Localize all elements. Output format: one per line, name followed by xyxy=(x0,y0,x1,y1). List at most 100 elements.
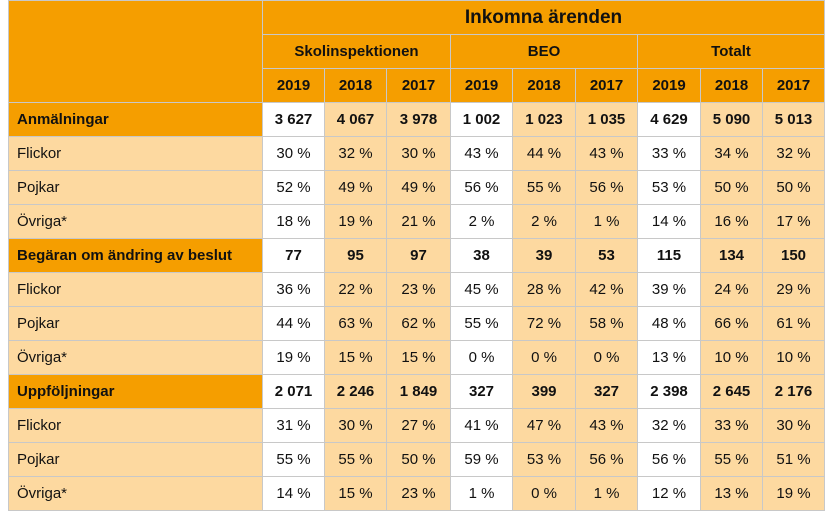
value-cell: 53 % xyxy=(512,442,576,477)
value-cell: 18 % xyxy=(262,204,325,239)
value-cell: 4 067 xyxy=(324,102,387,137)
value-cell: 19 % xyxy=(324,204,387,239)
value-cell: 56 % xyxy=(637,442,701,477)
value-cell: 55 % xyxy=(262,442,325,477)
year-header: 2019 xyxy=(637,68,701,103)
group-header-totalt: Totalt xyxy=(637,34,825,69)
value-cell: 52 % xyxy=(262,170,325,205)
group-header-beo: BEO xyxy=(450,34,638,69)
row-label: Begäran om ändring av beslut xyxy=(8,238,263,273)
value-cell: 42 % xyxy=(575,272,638,307)
value-cell: 2 398 xyxy=(637,374,701,409)
value-cell: 3 978 xyxy=(386,102,451,137)
value-cell: 50 % xyxy=(386,442,451,477)
value-cell: 15 % xyxy=(386,340,451,375)
value-cell: 13 % xyxy=(637,340,701,375)
table-row: Pojkar 55 % 55 % 50 % 59 % 53 % 56 % 56 % 55 % 51… xyxy=(8,442,825,477)
value-cell: 0 % xyxy=(450,340,513,375)
value-cell: 61 % xyxy=(762,306,825,341)
value-cell: 47 % xyxy=(512,408,576,443)
table-row: Pojkar 44 % 63 % 62 % 55 % 72 % 58 % 48 % 66 % 61… xyxy=(8,306,825,341)
value-cell: 2 % xyxy=(450,204,513,239)
corner-cell xyxy=(8,0,263,103)
value-cell: 115 xyxy=(637,238,701,273)
value-cell: 32 % xyxy=(762,136,825,171)
value-cell: 66 % xyxy=(700,306,763,341)
section-row: Begäran om ändring av beslut 77 95 97 38 39 53… xyxy=(8,238,825,273)
value-cell: 49 % xyxy=(386,170,451,205)
value-cell: 50 % xyxy=(762,170,825,205)
value-cell: 2 071 xyxy=(262,374,325,409)
value-cell: 43 % xyxy=(575,408,638,443)
value-cell: 13 % xyxy=(700,476,763,511)
value-cell: 15 % xyxy=(324,476,387,511)
value-cell: 27 % xyxy=(386,408,451,443)
value-cell: 32 % xyxy=(637,408,701,443)
table-row: Övriga* 19 % 15 % 15 % 0 % 0 % 0 % 13 % 10 % 10 % xyxy=(8,340,825,375)
row-label: Övriga* xyxy=(8,476,263,511)
row-label: Pojkar xyxy=(8,170,263,205)
value-cell: 30 % xyxy=(386,136,451,171)
row-label: Pojkar xyxy=(8,442,263,477)
value-cell: 1 849 xyxy=(386,374,451,409)
value-cell: 0 % xyxy=(575,340,638,375)
value-cell: 15 % xyxy=(324,340,387,375)
value-cell: 10 % xyxy=(700,340,763,375)
value-cell: 56 % xyxy=(575,442,638,477)
value-cell: 53 xyxy=(575,238,638,273)
value-cell: 134 xyxy=(700,238,763,273)
value-cell: 4 629 xyxy=(637,102,701,137)
value-cell: 43 % xyxy=(575,136,638,171)
year-header: 2018 xyxy=(700,68,763,103)
year-header: 2018 xyxy=(512,68,576,103)
value-cell: 1 023 xyxy=(512,102,576,137)
value-cell: 30 % xyxy=(324,408,387,443)
value-cell: 51 % xyxy=(762,442,825,477)
value-cell: 33 % xyxy=(637,136,701,171)
value-cell: 50 % xyxy=(700,170,763,205)
value-cell: 16 % xyxy=(700,204,763,239)
value-cell: 49 % xyxy=(324,170,387,205)
value-cell: 55 % xyxy=(512,170,576,205)
value-cell: 28 % xyxy=(512,272,576,307)
value-cell: 19 % xyxy=(762,476,825,511)
value-cell: 24 % xyxy=(700,272,763,307)
value-cell: 95 xyxy=(324,238,387,273)
row-label: Anmälningar xyxy=(8,102,263,137)
incoming-cases-table: Inkomna ärenden Skolinspektionen BEO Tot… xyxy=(8,0,825,511)
value-cell: 19 % xyxy=(262,340,325,375)
year-header: 2019 xyxy=(450,68,513,103)
value-cell: 22 % xyxy=(324,272,387,307)
value-cell: 36 % xyxy=(262,272,325,307)
value-cell: 30 % xyxy=(262,136,325,171)
row-label: Flickor xyxy=(8,272,263,307)
value-cell: 63 % xyxy=(324,306,387,341)
value-cell: 33 % xyxy=(700,408,763,443)
table-row: Övriga* 18 % 19 % 21 % 2 % 2 % 1 % 14 % 16 % 17 % xyxy=(8,204,825,239)
value-cell: 10 % xyxy=(762,340,825,375)
value-cell: 23 % xyxy=(386,476,451,511)
value-cell: 38 xyxy=(450,238,513,273)
value-cell: 55 % xyxy=(700,442,763,477)
year-header: 2017 xyxy=(762,68,825,103)
value-cell: 56 % xyxy=(575,170,638,205)
value-cell: 2 176 xyxy=(762,374,825,409)
value-cell: 2 % xyxy=(512,204,576,239)
value-cell: 5 090 xyxy=(700,102,763,137)
value-cell: 1 % xyxy=(575,476,638,511)
value-cell: 3 627 xyxy=(262,102,325,137)
section-row: Anmälningar 3 627 4 067 3 978 1 002 1 023 1 03… xyxy=(8,102,825,137)
table-row: Flickor 31 % 30 % 27 % 41 % 47 % 43 % 32 % 33 % 3… xyxy=(8,408,825,443)
table-row: Övriga* 14 % 15 % 23 % 1 % 0 % 1 % 12 % 13 % 19 % xyxy=(8,476,825,511)
row-label: Pojkar xyxy=(8,306,263,341)
value-cell: 39 % xyxy=(637,272,701,307)
row-label: Övriga* xyxy=(8,340,263,375)
value-cell: 150 xyxy=(762,238,825,273)
value-cell: 399 xyxy=(512,374,576,409)
value-cell: 1 002 xyxy=(450,102,513,137)
value-cell: 30 % xyxy=(762,408,825,443)
value-cell: 23 % xyxy=(386,272,451,307)
table-row: Flickor 30 % 32 % 30 % 43 % 44 % 43 % 33 % 34 % 3… xyxy=(8,136,825,171)
value-cell: 1 035 xyxy=(575,102,638,137)
value-cell: 53 % xyxy=(637,170,701,205)
